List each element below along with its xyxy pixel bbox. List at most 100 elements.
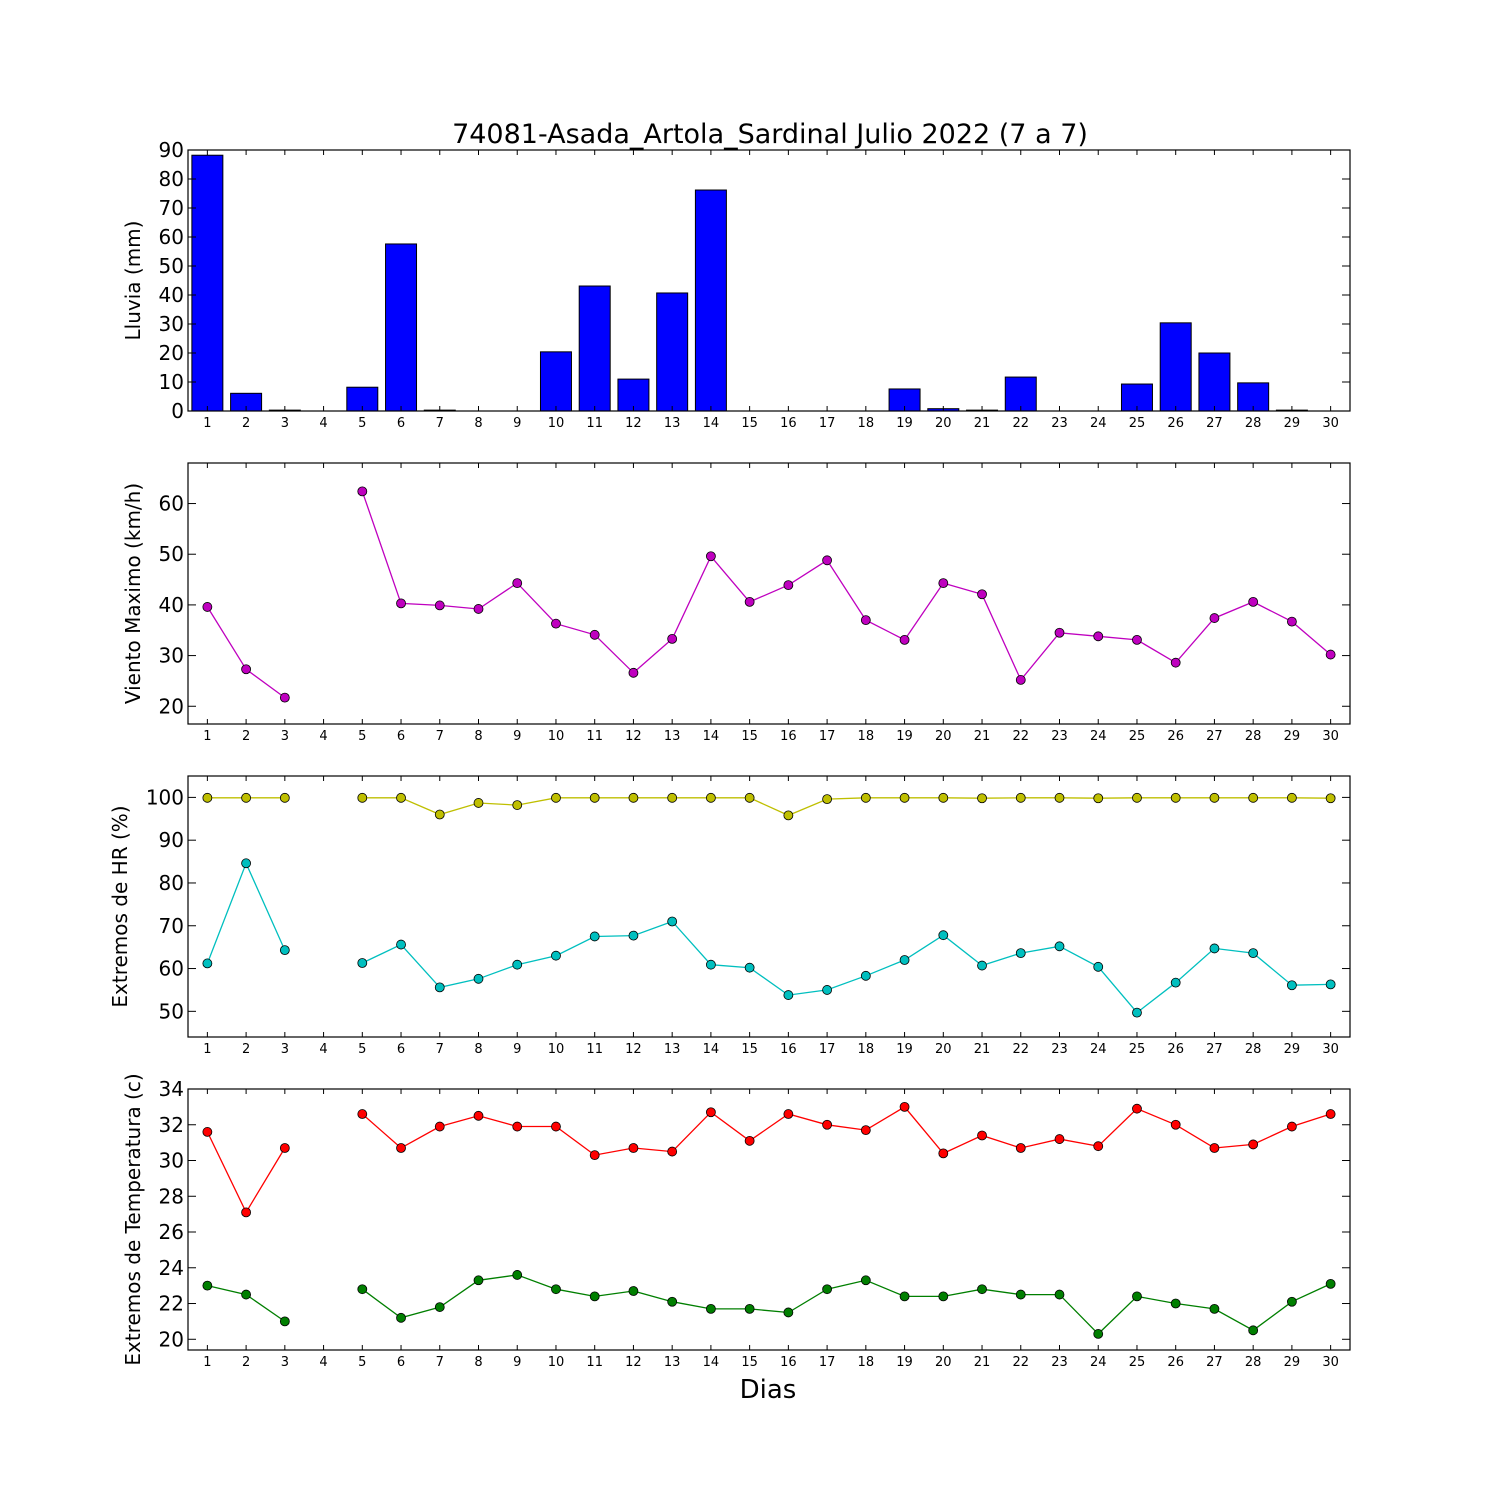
series-point	[1054, 1289, 1065, 1300]
y-tick-label: 50	[159, 254, 184, 278]
series-line	[361, 491, 1332, 682]
x-tick-label: 26	[1167, 1355, 1184, 1370]
x-tick-label: 21	[974, 729, 991, 744]
series-point	[899, 1101, 910, 1112]
series-point	[1287, 616, 1297, 627]
x-tick-label: 4	[319, 1355, 327, 1370]
y-tick-label: 28	[159, 1184, 184, 1208]
x-tick-label: 1	[203, 416, 211, 431]
y-tick-label: 30	[159, 1149, 184, 1173]
x-tick-label: 24	[1090, 1042, 1107, 1057]
x-tick-label: 22	[1012, 1042, 1029, 1057]
series-point	[860, 792, 871, 803]
x-tick-label: 9	[513, 1355, 521, 1370]
series-point	[202, 792, 213, 803]
panel-temperature: 1 2 3 4 5 6 7 8 9 10 11 12 13 14 15 16 17 18 19 20 21 22 23 24 2…	[121, 1073, 1351, 1370]
x-tick-label: 24	[1090, 416, 1107, 431]
x-tick-label: 5	[358, 1042, 366, 1057]
x-tick-label: 25	[1129, 729, 1146, 744]
series-point	[1287, 1121, 1297, 1132]
x-tick-label: 6	[397, 416, 405, 431]
y-tick-label: 90	[159, 828, 184, 852]
x-tick-label: 27	[1206, 1355, 1223, 1370]
series-point	[241, 1289, 252, 1300]
x-tick-label: 28	[1245, 1355, 1262, 1370]
y-tick-label: 32	[159, 1113, 184, 1137]
series-point	[822, 985, 832, 995]
series-point	[241, 792, 252, 803]
x-tick-label: 13	[664, 729, 681, 744]
x-tick-label: 10	[548, 729, 565, 744]
y-tick-label: 40	[159, 593, 184, 617]
plot-area-wind	[202, 486, 1336, 703]
y-axis-label-humidity: Extremos de HR (%)	[108, 805, 132, 1007]
x-axis-label: Dias	[740, 1375, 797, 1405]
series-point	[667, 633, 678, 644]
series-point	[860, 615, 871, 626]
y-tick-label: 24	[159, 1256, 184, 1280]
x-tick-label: 26	[1167, 1042, 1184, 1057]
x-tick-label: 17	[819, 1042, 836, 1057]
series-line	[362, 920, 1331, 1014]
y-tick-label: 26	[159, 1220, 184, 1244]
x-tick-label: 24	[1090, 1355, 1107, 1370]
series-point	[589, 792, 600, 803]
series-point	[1015, 948, 1026, 959]
x-tick-label: 30	[1322, 416, 1339, 431]
series-point	[1093, 793, 1104, 804]
rain-bar	[694, 189, 727, 411]
series-point	[1015, 675, 1026, 685]
series-point	[279, 945, 290, 956]
y-tick-label: 60	[159, 957, 184, 981]
series-point	[744, 962, 755, 973]
series-point	[860, 970, 871, 981]
rain-bar	[1198, 352, 1231, 411]
y-tick-label: 30	[159, 644, 184, 668]
series-point	[241, 858, 252, 869]
x-tick-label: 4	[319, 416, 327, 431]
chart-panels: 1 2 3 4 5 6 7 8 9 10 11 12 13 14 15 16 17 18 19 20 21 22 23 24 2…	[108, 138, 1351, 1370]
series-point	[1170, 1298, 1181, 1309]
x-tick-label: 13	[664, 416, 681, 431]
x-tick-label: 9	[513, 729, 521, 744]
x-tick-label: 30	[1322, 1042, 1339, 1057]
x-tick-label: 19	[896, 1042, 913, 1057]
x-tick-label: 2	[242, 729, 250, 744]
y-tick-label: 50	[159, 999, 184, 1023]
x-tick-label: 15	[741, 1042, 758, 1057]
series-point	[512, 800, 523, 810]
series-point	[241, 1207, 252, 1218]
series-point	[706, 1107, 716, 1118]
series-point	[822, 794, 832, 805]
x-tick-label: 20	[935, 1042, 952, 1057]
series-point	[938, 578, 949, 589]
x-tick-label: 29	[1284, 416, 1301, 431]
y-tick-label: 80	[159, 167, 184, 191]
x-tick-label: 11	[586, 1042, 603, 1057]
series-point	[1325, 1278, 1336, 1289]
series-point	[977, 1284, 987, 1295]
series-point	[434, 982, 445, 993]
rain-bar	[1159, 322, 1192, 411]
x-tick-label: 15	[741, 416, 758, 431]
series-point	[1132, 1291, 1142, 1302]
series-point	[706, 551, 716, 562]
series-point	[434, 809, 445, 820]
series-point	[512, 1270, 523, 1280]
series-point	[822, 1284, 832, 1295]
series-point	[1170, 1119, 1181, 1130]
x-tick-label: 8	[474, 416, 482, 431]
x-tick-label: 6	[397, 1355, 405, 1370]
series-point	[899, 1291, 910, 1302]
rain-bar	[656, 292, 689, 411]
x-tick-label: 20	[935, 416, 952, 431]
series-point	[628, 1286, 639, 1296]
x-tick-label: 20	[935, 729, 952, 744]
series-point	[1132, 634, 1142, 645]
series-point	[667, 792, 678, 803]
series-point	[628, 792, 639, 803]
series-point	[357, 1284, 368, 1295]
x-tick-label: 8	[474, 729, 482, 744]
series-point	[551, 950, 561, 961]
